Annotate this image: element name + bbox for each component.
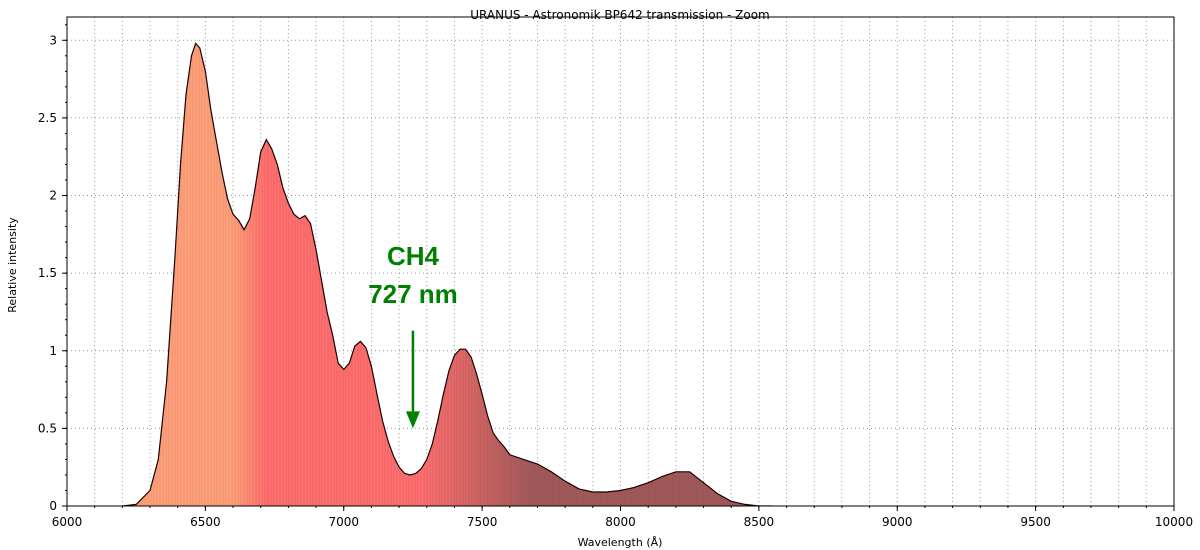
x-tick-label: 6500 [190, 515, 221, 529]
y-axis-label: Relative intensity [6, 217, 19, 313]
x-tick-label: 8500 [744, 515, 775, 529]
y-tick-label: 2.5 [38, 111, 57, 125]
annotation-ch4: CH4 [387, 241, 440, 271]
spectrum-area [122, 43, 773, 506]
ch4-annotation: CH4 727 nm [368, 241, 458, 309]
x-tick-label: 7500 [467, 515, 498, 529]
annotation-wavelength: 727 nm [368, 279, 458, 309]
x-tick-label: 9000 [882, 515, 913, 529]
y-tick-label: 0 [49, 499, 57, 513]
x-tick-label: 9500 [1020, 515, 1051, 529]
x-tick-label: 10000 [1155, 515, 1193, 529]
y-tick-label: 1.5 [38, 266, 57, 280]
spectrum-line [122, 42, 773, 506]
arrow-head [405, 411, 420, 429]
x-tick-label: 7000 [328, 515, 359, 529]
y-axis: 0 0.5 1 1.5 2 2.5 3 [38, 24, 67, 513]
x-axis-label: Wavelength (Å) [578, 536, 663, 549]
y-tick-label: 0.5 [38, 421, 57, 435]
y-tick-label: 3 [49, 33, 57, 47]
ch4-arrow [405, 330, 420, 429]
x-tick-label: 6000 [52, 515, 83, 529]
x-axis: 6000 6500 7000 7500 8000 8500 9000 9500 10000 [52, 506, 1193, 529]
chart-title: URANUS - Astronomik BP642 transmission -… [470, 8, 770, 22]
x-tick-label: 8000 [605, 515, 636, 529]
y-tick-label: 1 [49, 344, 57, 358]
y-tick-label: 2 [49, 189, 57, 203]
